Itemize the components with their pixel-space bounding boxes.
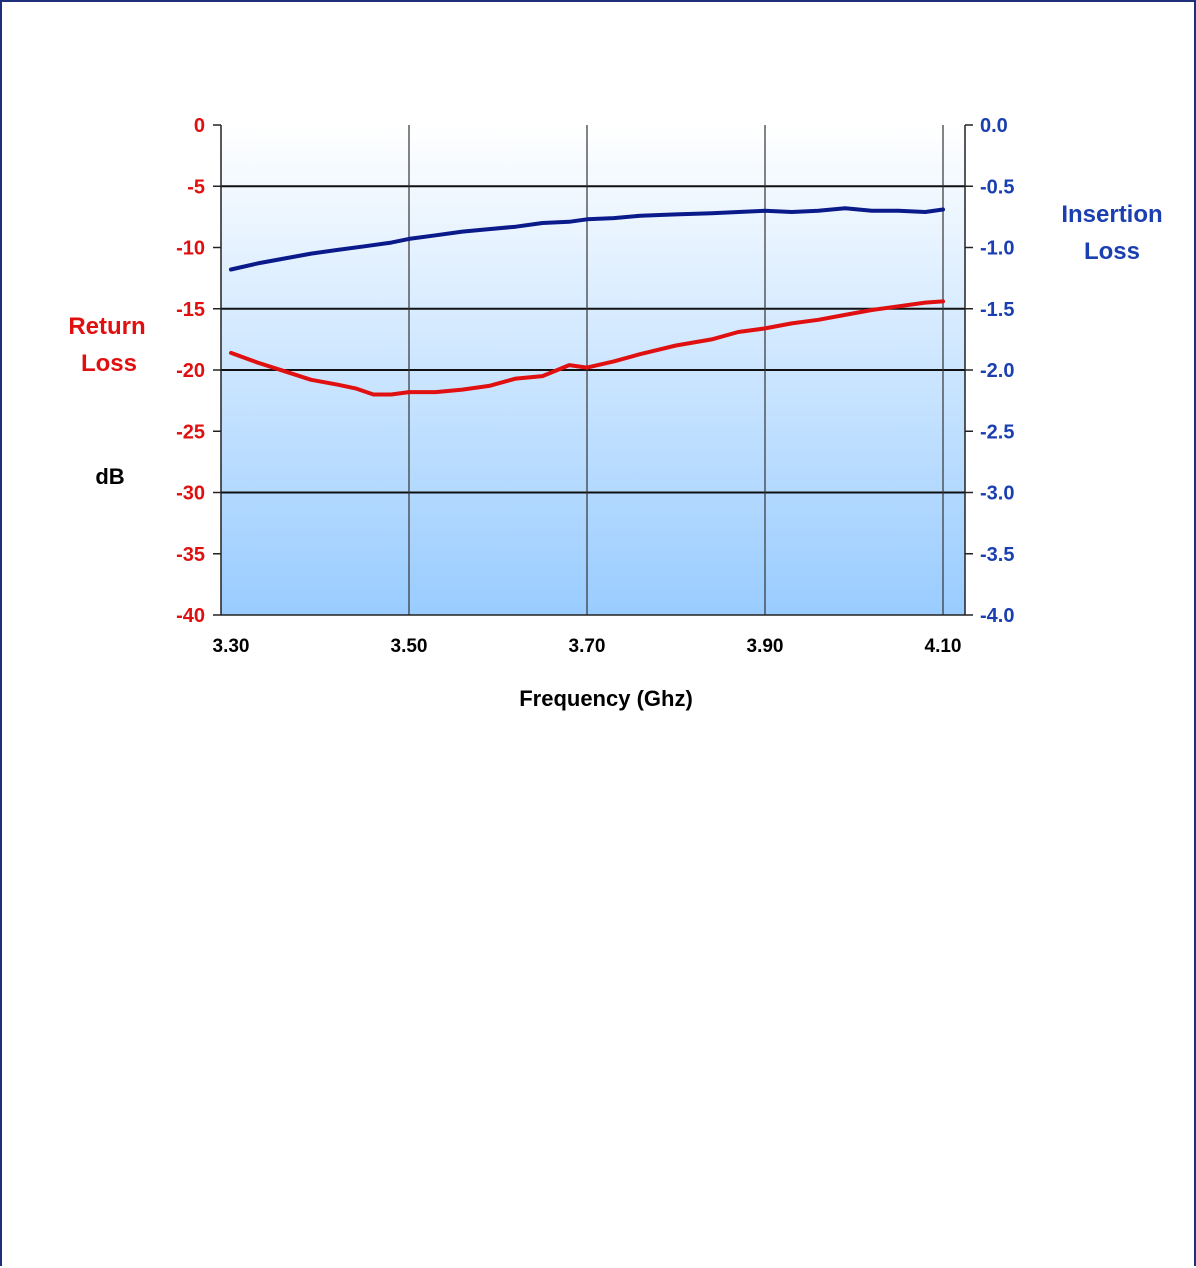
- x-tick-label: 3.70: [569, 636, 606, 657]
- grid: [221, 125, 965, 615]
- right-tick-label: -4.0: [980, 605, 1014, 627]
- left-tick-label: -5: [187, 176, 205, 198]
- left-axis-title-line1: Return: [68, 313, 145, 340]
- return-loss-line: [229, 299, 945, 397]
- left-tick-label: 0: [194, 115, 205, 137]
- x-tick-label: 3.30: [213, 636, 250, 657]
- series: [229, 206, 945, 397]
- right-tick-label: -0.5: [980, 176, 1014, 198]
- x-tick-label: 3.50: [391, 636, 428, 657]
- right-tick-label: -2.5: [980, 421, 1014, 443]
- x-tick-label: 4.10: [925, 636, 962, 657]
- x-tick-label: 3.90: [747, 636, 784, 657]
- left-tick-label: -25: [176, 421, 205, 443]
- left-tick-label: -20: [176, 360, 205, 382]
- right-tick-label: 0.0: [980, 115, 1008, 137]
- left-tick-label: -10: [176, 238, 205, 260]
- left-tick-label: -40: [176, 605, 205, 627]
- right-tick-label: -1.5: [980, 299, 1014, 321]
- tick-labels: 0 -5 -10 -15 -20 -25 -30 -35 -40 0.0 -0.5 -1.0 -1.5 -…: [176, 115, 1014, 657]
- axes: [213, 124, 973, 616]
- right-tick-label: -2.0: [980, 360, 1014, 382]
- left-tick-label: -30: [176, 483, 205, 505]
- insertion-loss-line: [229, 206, 945, 272]
- right-tick-label: -3.5: [980, 544, 1014, 566]
- left-tick-label: -35: [176, 544, 205, 566]
- left-tick-label: -15: [176, 299, 205, 321]
- right-tick-label: -3.0: [980, 483, 1014, 505]
- right-tick-label: -1.0: [980, 238, 1014, 260]
- right-axis-title-line1: Insertion: [1061, 201, 1162, 228]
- left-axis-title-line2: Loss: [81, 350, 137, 377]
- x-axis-title: Frequency (Ghz): [519, 686, 693, 711]
- right-axis-title-line2: Loss: [1084, 238, 1140, 265]
- left-axis-unit: dB: [95, 464, 124, 489]
